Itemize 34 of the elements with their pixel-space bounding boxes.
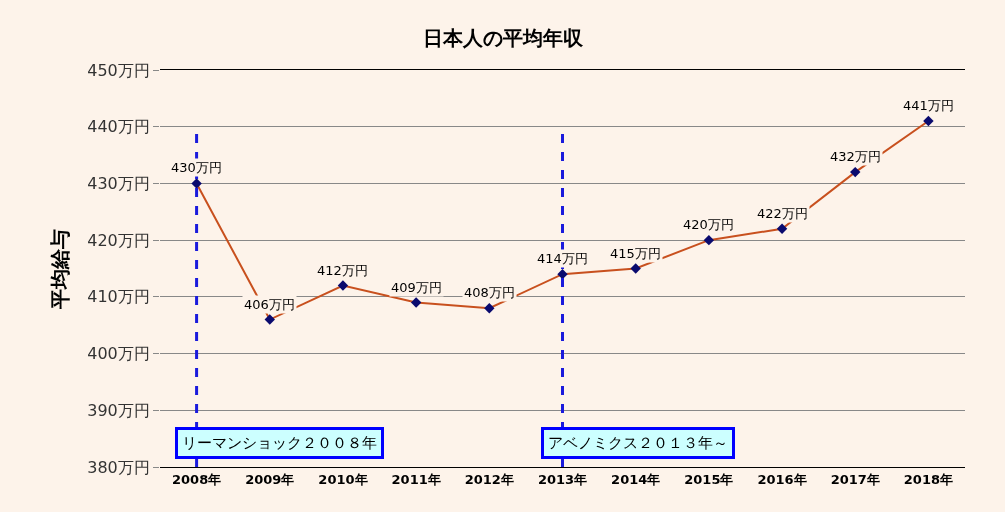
- y-tick-label: 430万円: [87, 174, 150, 194]
- x-tick-label: 2011年: [391, 471, 441, 487]
- y-tick-label: 390万円: [87, 400, 150, 420]
- data-label: 415万円: [610, 246, 661, 261]
- x-tick-label: 2009年: [245, 471, 295, 487]
- y-tick-label: 400万円: [87, 344, 150, 364]
- x-tick-label: 2008年: [172, 471, 222, 487]
- y-axis-title: 平均給与: [47, 228, 72, 310]
- y-tick-label: 410万円: [87, 287, 150, 307]
- x-tick-label: 2010年: [318, 471, 368, 487]
- data-label: 406万円: [244, 297, 295, 312]
- x-tick-label: 2014年: [611, 471, 661, 487]
- y-tick-label: 440万円: [87, 117, 150, 137]
- data-label: 432万円: [830, 149, 881, 164]
- x-tick-label: 2017年: [830, 471, 880, 487]
- data-label: 422万円: [757, 206, 808, 221]
- data-label: 420万円: [683, 217, 734, 232]
- x-tick-label: 2015年: [684, 471, 734, 487]
- x-tick-label: 2018年: [903, 471, 953, 487]
- data-label: 414万円: [537, 251, 588, 266]
- data-label: 408万円: [464, 285, 515, 300]
- ref-line-label: リーマンショック２００８年: [182, 434, 377, 452]
- y-tick-label: 380万円: [87, 457, 150, 477]
- y-tick-label: 420万円: [87, 230, 150, 250]
- ref-line-label: アベノミクス２０１３年～: [548, 434, 728, 452]
- x-tick-label: 2013年: [537, 471, 588, 487]
- data-label: 412万円: [317, 263, 368, 278]
- x-tick-label: 2016年: [757, 471, 807, 487]
- data-label: 430万円: [171, 160, 222, 175]
- chart-title: 日本人の平均年収: [422, 25, 584, 50]
- x-tick-label: 2012年: [464, 471, 514, 487]
- y-tick-label: 450万円: [87, 60, 150, 80]
- data-label: 441万円: [903, 98, 954, 113]
- data-label: 409万円: [391, 280, 442, 295]
